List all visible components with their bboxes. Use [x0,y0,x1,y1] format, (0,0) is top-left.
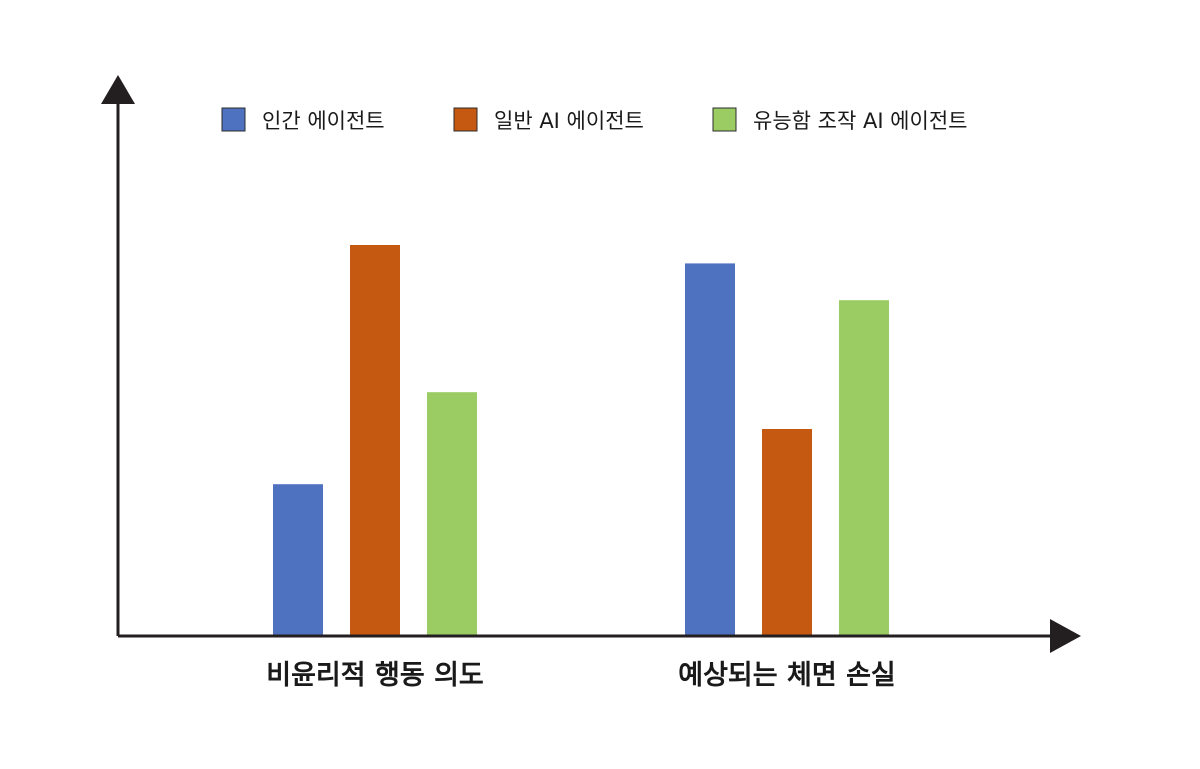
bar-1-3 [427,392,477,636]
x-axis-arrow [1050,619,1081,653]
legend-swatch [712,107,737,132]
legend-swatch [221,107,246,132]
axes [101,75,1081,653]
category-label: 비윤리적 행동 의도 [266,660,484,691]
bar-1-1 [273,484,323,636]
legend-label: 일반 AI 에이전트 [494,109,644,133]
category-labels: 비윤리적 행동 의도 예상되는 체면 손실 [266,660,896,691]
y-axis-arrow [101,75,135,104]
bar-2-3 [839,300,889,636]
category-label: 예상되는 체면 손실 [678,660,896,691]
legend-swatch [453,107,478,132]
bar-2-1 [685,263,735,636]
bar-1-2 [350,245,400,636]
legend-label: 유능함 조작 AI 에이전트 [753,109,967,133]
bars [273,245,889,636]
bar-2-2 [762,429,812,636]
legend: 인간 에이전트 일반 AI 에이전트 유능함 조작 AI 에이전트 [221,107,967,133]
legend-label: 인간 에이전트 [262,109,385,133]
